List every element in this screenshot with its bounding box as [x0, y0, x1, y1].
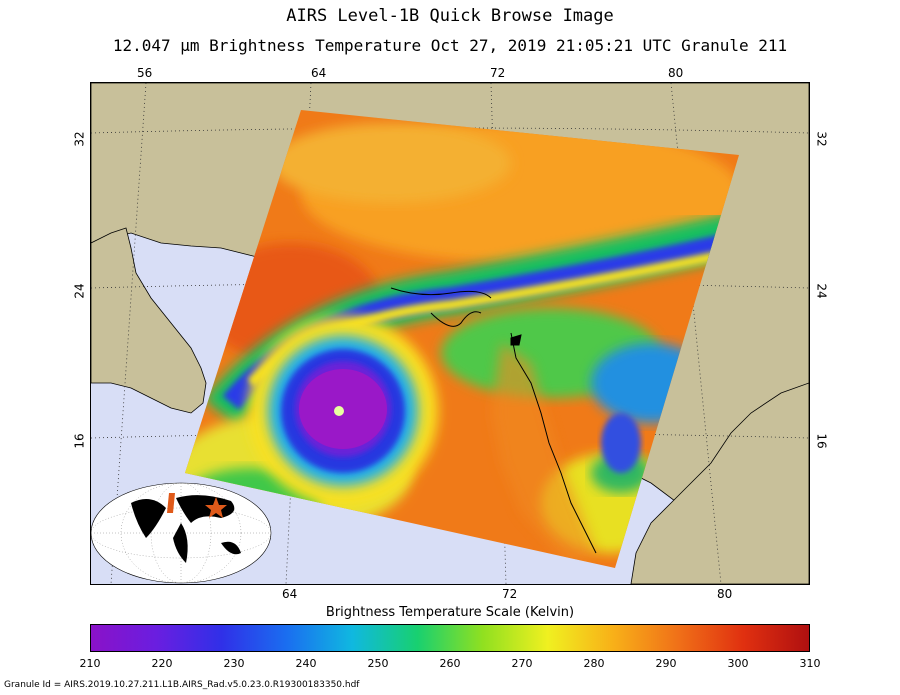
- colorbar-tick-250: 250: [367, 657, 389, 670]
- land-oman: [91, 227, 207, 414]
- lon-label-top-56: 56: [137, 66, 153, 80]
- granule-id: Granule Id = AIRS.2019.10.27.211.L1B.AIR…: [4, 680, 360, 690]
- colorbar-tick-280: 280: [583, 657, 605, 670]
- globe-inset-icon: [91, 482, 272, 584]
- colorbar-tick-310: 310: [799, 657, 821, 670]
- colorbar-tick-210: 210: [79, 657, 101, 670]
- lat-label-left-24: 24: [72, 283, 87, 299]
- lat-label-right-24: 24: [814, 283, 829, 299]
- lon-label-bottom-72: 72: [502, 587, 518, 601]
- coastlines: [390, 287, 597, 554]
- lat-label-left-32: 32: [72, 131, 87, 147]
- lon-label-top-80: 80: [668, 66, 684, 80]
- storm-eye: [334, 406, 344, 416]
- map-canvas: [91, 83, 809, 584]
- image-subtitle: 12.047 μm Brightness Temperature Oct 27,…: [112, 36, 788, 55]
- lat-label-right-32: 32: [814, 131, 829, 147]
- map-panel[interactable]: [90, 82, 810, 585]
- colorbar-title: Brightness Temperature Scale (Kelvin): [325, 605, 575, 620]
- colorbar-tick-300: 300: [727, 657, 749, 670]
- colorbar-tick-290: 290: [655, 657, 677, 670]
- lat-label-right-16: 16: [814, 433, 829, 449]
- image-title: AIRS Level-1B Quick Browse Image: [286, 6, 614, 26]
- lon-label-top-72: 72: [490, 66, 506, 80]
- graticule: [91, 83, 809, 584]
- lon-label-top-64: 64: [311, 66, 327, 80]
- lon-label-bottom-64: 64: [282, 587, 298, 601]
- lat-label-left-16: 16: [72, 433, 87, 449]
- land-india: [630, 382, 809, 584]
- colorbar-tick-230: 230: [223, 657, 245, 670]
- star-marker-icon: [205, 497, 227, 518]
- colorbar-tick-240: 240: [295, 657, 317, 670]
- swath-marker: [167, 493, 175, 513]
- colorbar-tick-260: 260: [439, 657, 461, 670]
- colorbar: [90, 624, 810, 652]
- colorbar-tick-270: 270: [511, 657, 533, 670]
- colorbar-tick-220: 220: [151, 657, 173, 670]
- lon-label-bottom-80: 80: [717, 587, 733, 601]
